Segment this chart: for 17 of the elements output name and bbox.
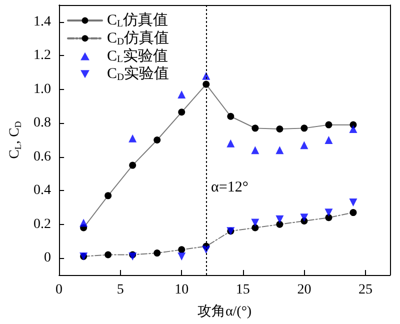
y-tick-label: 1.0 (34, 82, 52, 97)
x-axis-title: 攻角α/(°) (197, 304, 252, 320)
x-tick-label: 20 (297, 282, 312, 298)
annotation: α=12° (211, 179, 248, 196)
y-tick-label: 0.2 (34, 216, 52, 232)
y-axis-title: CL, CD (8, 120, 24, 159)
y-tick-label: 0 (44, 250, 52, 266)
y-tick-label: 1.2 (34, 48, 52, 64)
x-tick-label: 25 (358, 282, 372, 298)
x-tick-label: 15 (236, 282, 250, 298)
x-tick-label: 5 (116, 282, 124, 298)
y-tick-label: 0.6 (34, 149, 52, 164)
x-tick-label: 0 (56, 282, 63, 298)
y-tick-label: 0.8 (34, 116, 52, 131)
y-tick-label: 0.4 (34, 183, 52, 198)
x-tick-label: 10 (174, 282, 189, 298)
y-tick-label: 1.4 (34, 14, 52, 30)
